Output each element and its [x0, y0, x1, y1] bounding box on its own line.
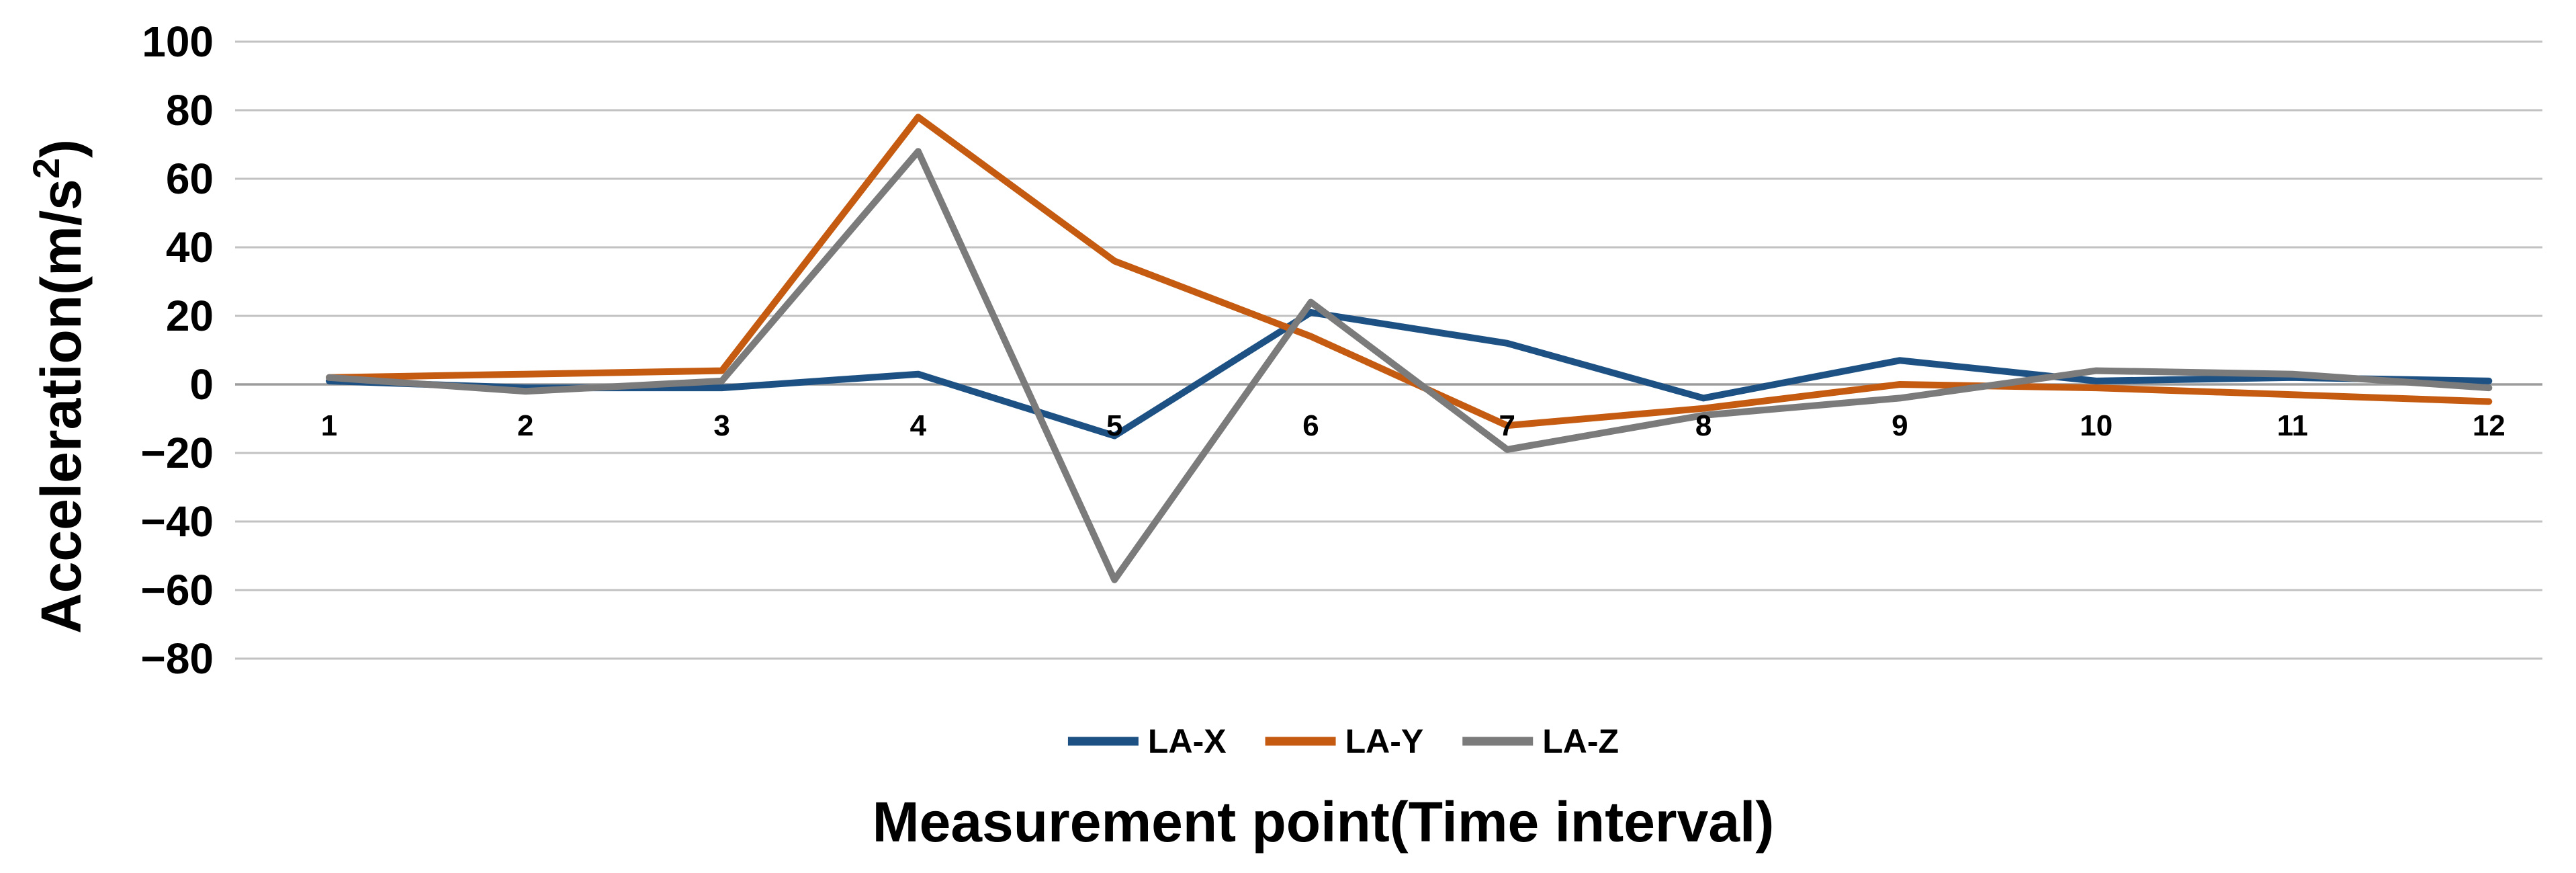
series-line-LA-X [326, 308, 2493, 440]
y-axis-tick-labels: 100 80 60 40 20 0 −20 −40 −60 −80 [140, 17, 214, 683]
data-series-layer [326, 114, 2493, 583]
y-tick-label: 0 [189, 360, 214, 409]
legend-label: LA-Z [1542, 722, 1619, 760]
y-tick-label: −80 [140, 634, 214, 683]
y-tick-label: 40 [166, 223, 214, 272]
y-tick-label: −20 [140, 429, 214, 477]
x-tick-label: 7 [1499, 409, 1515, 442]
x-tick-label: 5 [1106, 409, 1122, 442]
y-tick-label: 20 [166, 292, 214, 340]
legend-item-LA-Z: LA-Z [1462, 722, 1619, 760]
chart-legend: LA-X LA-Y LA-Z [1067, 722, 1619, 760]
series-line-LA-Y [326, 114, 2493, 429]
x-tick-label: 11 [2277, 409, 2309, 442]
y-tick-label: 100 [142, 17, 214, 66]
y-tick-label: 80 [166, 86, 214, 134]
legend-label: LA-X [1148, 722, 1227, 760]
x-tick-label: 4 [910, 409, 927, 442]
legend-item-LA-Y: LA-Y [1265, 722, 1424, 760]
y-tick-label: 60 [166, 155, 214, 203]
x-tick-label: 3 [713, 409, 729, 442]
x-tick-label: 6 [1302, 409, 1319, 442]
x-tick-label: 9 [1892, 409, 1908, 442]
y-tick-label: −40 [140, 497, 214, 546]
gridlines-layer [235, 40, 2542, 660]
legend-item-LA-X: LA-X [1067, 722, 1227, 760]
x-tick-label: 1 [321, 409, 337, 442]
x-tick-label: 2 [517, 409, 533, 442]
series-line-LA-Z [326, 148, 2493, 583]
x-axis-title: Measurement point(Time interval) [873, 790, 1775, 854]
legend-label: LA-Y [1345, 722, 1424, 760]
y-axis-title: Acceleration(m/s2) [25, 139, 93, 634]
x-tick-label: 10 [2080, 409, 2113, 442]
y-tick-label: −60 [140, 566, 214, 614]
x-axis-tick-labels: 1 2 3 4 5 6 7 8 9 10 11 12 [321, 409, 2505, 442]
x-tick-label: 8 [1695, 409, 1712, 442]
x-tick-label: 12 [2473, 409, 2505, 442]
